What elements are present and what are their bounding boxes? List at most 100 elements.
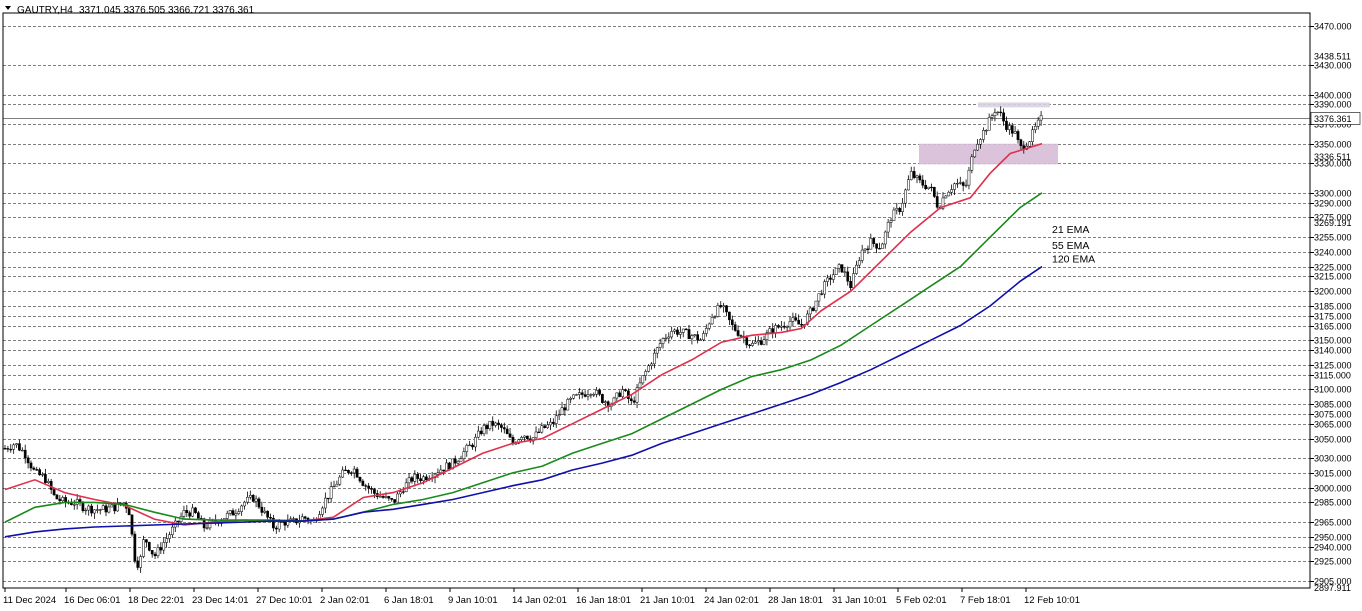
candle-body [162, 542, 166, 551]
candle-body [182, 510, 186, 517]
candle-body [1002, 112, 1005, 122]
candle-body [860, 249, 864, 261]
candle-body [283, 521, 287, 526]
candle-body [280, 521, 284, 523]
candle-body [722, 305, 725, 308]
candle-body [422, 476, 425, 482]
time-label: 12 Feb 10:01 [1024, 595, 1080, 606]
candle-body [794, 317, 798, 321]
candle-body [110, 504, 114, 508]
ema-lines [4, 142, 1043, 538]
candle-body [598, 390, 601, 395]
candle-body [116, 502, 119, 512]
candle-body [46, 481, 50, 483]
candle-body [153, 553, 157, 557]
candle-body [485, 425, 489, 430]
time-label: 9 Jan 10:01 [448, 595, 498, 606]
ema-line [4, 265, 1043, 538]
candle-body [479, 430, 483, 435]
price-label: 3015.000 [1314, 469, 1352, 479]
price-label: 3300.000 [1314, 189, 1352, 199]
candle-body [436, 472, 440, 475]
candle-body [18, 443, 21, 451]
candle-body [231, 510, 235, 516]
candle-body [6, 448, 10, 450]
candle-body [332, 485, 336, 488]
candle-body [107, 506, 111, 513]
candle-body [653, 352, 656, 365]
candle-body [976, 144, 979, 151]
candle-body [958, 182, 962, 184]
candle-body [387, 496, 391, 499]
candle-body [410, 477, 414, 482]
candle-body [751, 343, 754, 346]
price-label: 2950.000 [1314, 533, 1352, 543]
candle-body [23, 449, 27, 459]
candle-body [1036, 119, 1040, 127]
time-label: 28 Jan 18:01 [768, 595, 823, 606]
candle-body [834, 267, 838, 276]
candle-body [823, 281, 826, 295]
candle-body [690, 335, 694, 340]
candlesticks [3, 106, 1043, 573]
candle-body [425, 476, 428, 481]
candle-body [526, 435, 529, 440]
candle-body [234, 513, 238, 516]
candle-body [693, 334, 697, 336]
price-label: 3150.000 [1314, 336, 1352, 346]
time-label: 27 Dec 10:01 [256, 595, 313, 606]
price-zone [919, 143, 1058, 165]
candle-body [139, 556, 142, 568]
candle-body [352, 468, 356, 474]
candle-body [355, 468, 359, 478]
candle-body [55, 494, 59, 500]
price-axis[interactable]: 3470.0003430.0003400.0003390.0003370.000… [1309, 13, 1361, 593]
candle-body [384, 496, 388, 498]
candle-body [970, 156, 974, 171]
candle-body [246, 496, 249, 503]
time-axis[interactable]: 11 Dec 2024 16 Dec 06:01 18 Dec 22:01 23 De… [3, 587, 1310, 606]
candle-body [909, 171, 913, 180]
dropdown-triangle-icon[interactable] [5, 6, 11, 10]
candle-body [462, 451, 466, 459]
time-label: 21 Jan 10:01 [640, 595, 695, 606]
candle-body [782, 325, 786, 328]
ema-labels: 21 EMA 55 EMA 120 EMA [1052, 224, 1095, 265]
candle-body [846, 271, 850, 282]
price-label: 2985.000 [1314, 498, 1352, 508]
candle-body [595, 390, 598, 395]
candle-body [941, 197, 945, 209]
candle-body [147, 541, 151, 551]
candle-body [396, 493, 399, 503]
candle-body [707, 323, 711, 329]
candle-body [497, 422, 500, 426]
candle-body [159, 547, 163, 551]
price-label: 3165.000 [1314, 322, 1352, 332]
candle-body [194, 507, 197, 513]
candle-body [133, 533, 137, 562]
candle-body [468, 444, 472, 447]
candle-body [1039, 115, 1043, 121]
plot-frame [2, 12, 1311, 589]
candle-body [713, 316, 717, 318]
candle-body [918, 175, 922, 181]
candle-body [745, 337, 749, 346]
price-label: 3430.000 [1314, 61, 1352, 71]
price-label: 3030.000 [1314, 454, 1352, 464]
candle-body [638, 382, 642, 389]
candle-body [733, 324, 737, 331]
candle-body [615, 392, 619, 399]
candle-body [87, 505, 91, 511]
candle-body [647, 365, 650, 372]
candle-body [1008, 125, 1011, 130]
candle-body [341, 469, 345, 478]
candle-body [621, 389, 624, 397]
ohlc-label: 3371.045 3376.505 3366.721 3376.361 [79, 5, 255, 16]
candle-body [857, 260, 861, 266]
price-label: 3200.000 [1314, 287, 1352, 297]
candle-body [664, 337, 668, 340]
candle-body [96, 509, 99, 511]
candle-body [9, 448, 13, 451]
candle-body [324, 497, 327, 509]
